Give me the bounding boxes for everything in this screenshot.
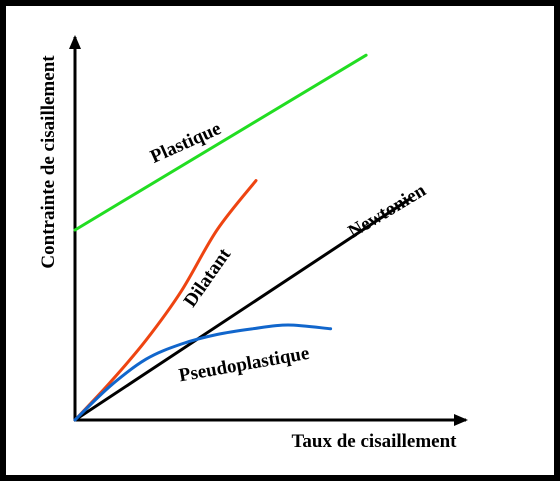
series-line-dilatant bbox=[73, 179, 258, 422]
series-line-plastique bbox=[73, 53, 368, 232]
series-line-pseudoplastique bbox=[73, 323, 333, 422]
x-axis-label: Taux de cisaillement bbox=[291, 431, 457, 452]
series-line-newtonien bbox=[73, 198, 411, 422]
series-label-pseudoplastique: Pseudoplastique bbox=[177, 343, 311, 387]
series-label-plastique: Plastique bbox=[147, 118, 224, 168]
series-label-newtonien: Newtonien bbox=[345, 180, 430, 243]
y-axis-label: Contrainte de cisaillement bbox=[38, 55, 59, 269]
